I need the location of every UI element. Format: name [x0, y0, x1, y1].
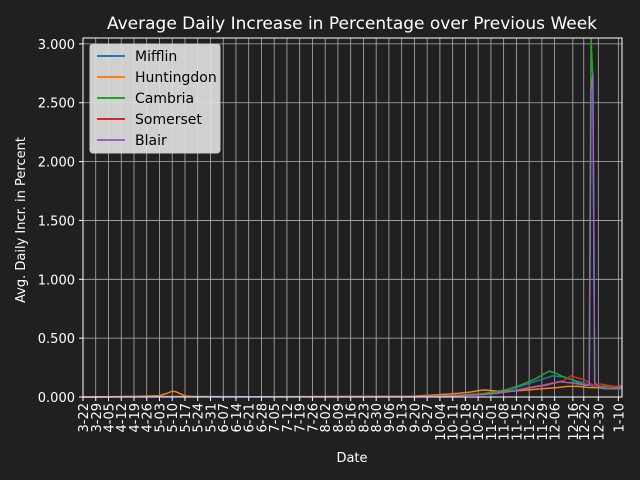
- x-tick-label: 9-27: [421, 403, 436, 433]
- y-tick-label: 3.000: [38, 38, 75, 53]
- x-tick-label: 12-22: [578, 403, 593, 441]
- plot-frame: [82, 37, 623, 398]
- legend-label-mifflin: Mifflin: [135, 49, 177, 65]
- x-tick-label: 10-25: [472, 403, 487, 441]
- legend-label-somerset: Somerset: [135, 112, 202, 128]
- x-tick-label: 5-24: [192, 403, 207, 433]
- x-tick-label: 8-09: [332, 403, 347, 433]
- x-tick-label: 8-30: [370, 403, 385, 433]
- series-line-blair: [82, 73, 623, 398]
- legend: Mifflin Huntingdon Cambria Somerset Blair: [89, 43, 221, 154]
- x-tick-label: 4-05: [102, 403, 117, 433]
- x-tick-label: 4-26: [141, 403, 156, 433]
- x-tick-label: 8-02: [319, 403, 334, 433]
- x-tick-label: 5-17: [179, 403, 194, 433]
- x-tick-label: 6-07: [217, 403, 232, 433]
- x-tick-label: 7-19: [294, 403, 309, 433]
- y-tick-label: 1.000: [38, 273, 75, 288]
- x-tick-label: 12-16: [567, 403, 582, 441]
- x-tick-label: 3-29: [90, 403, 105, 433]
- x-tick-label: 1-10: [612, 403, 627, 433]
- x-tick-label: 8-23: [357, 403, 372, 433]
- x-tick-label: 4-12: [115, 403, 130, 433]
- x-ticks: 3-223-294-054-124-194-265-035-105-175-24…: [77, 397, 627, 441]
- x-tick-label: 11-22: [523, 403, 538, 441]
- x-tick-label: 7-05: [268, 403, 283, 433]
- x-tick-label: 9-06: [383, 403, 398, 433]
- x-tick-label: 9-13: [396, 403, 411, 433]
- x-tick-label: 4-19: [128, 403, 143, 433]
- legend-label-blair: Blair: [135, 133, 167, 149]
- x-tick-label: 11-15: [510, 403, 525, 441]
- x-tick-label: 5-31: [204, 403, 219, 433]
- x-tick-label: 3-22: [77, 403, 92, 433]
- y-axis-label: Avg. Daily Incr. in Percent: [14, 137, 29, 303]
- x-tick-label: 5-03: [153, 403, 168, 433]
- y-tick-label: 2.000: [38, 156, 75, 171]
- legend-label-huntingdon: Huntingdon: [135, 70, 217, 86]
- x-tick-label: 10-04: [434, 403, 449, 441]
- x-tick-label: 12-30: [592, 403, 607, 441]
- y-tick-label: 0.500: [38, 332, 75, 347]
- x-tick-label: 10-18: [459, 403, 474, 441]
- x-tick-label: 8-16: [345, 403, 360, 433]
- legend-label-cambria: Cambria: [135, 91, 194, 107]
- x-tick-label: 11-08: [498, 403, 513, 441]
- y-tick-label: 1.500: [38, 214, 75, 229]
- x-tick-label: 6-14: [230, 403, 245, 433]
- legend-box: [89, 43, 221, 154]
- x-tick-label: 9-20: [408, 403, 423, 433]
- x-tick-label: 7-26: [306, 403, 321, 433]
- y-ticks: 0.000 0.500 1.000 1.500 2.000 2.500 3.000: [38, 38, 83, 406]
- chart-title: Average Daily Increase in Percentage ove…: [107, 14, 597, 34]
- x-tick-label: 7-12: [281, 403, 296, 433]
- x-axis-label: Date: [336, 451, 367, 466]
- axes: [82, 37, 623, 398]
- x-tick-label: 6-28: [255, 403, 270, 433]
- y-tick-label: 2.500: [38, 97, 75, 112]
- y-tick-label: 0.000: [38, 391, 75, 406]
- series-line-huntingdon: [82, 385, 623, 398]
- x-tick-label: 5-10: [166, 403, 181, 433]
- x-tick-label: 11-29: [536, 403, 551, 441]
- x-tick-label: 10-11: [447, 403, 462, 441]
- x-tick-label: 6-21: [243, 403, 258, 433]
- x-tick-label: 11-01: [485, 403, 500, 441]
- x-tick-label: 12-06: [549, 403, 564, 441]
